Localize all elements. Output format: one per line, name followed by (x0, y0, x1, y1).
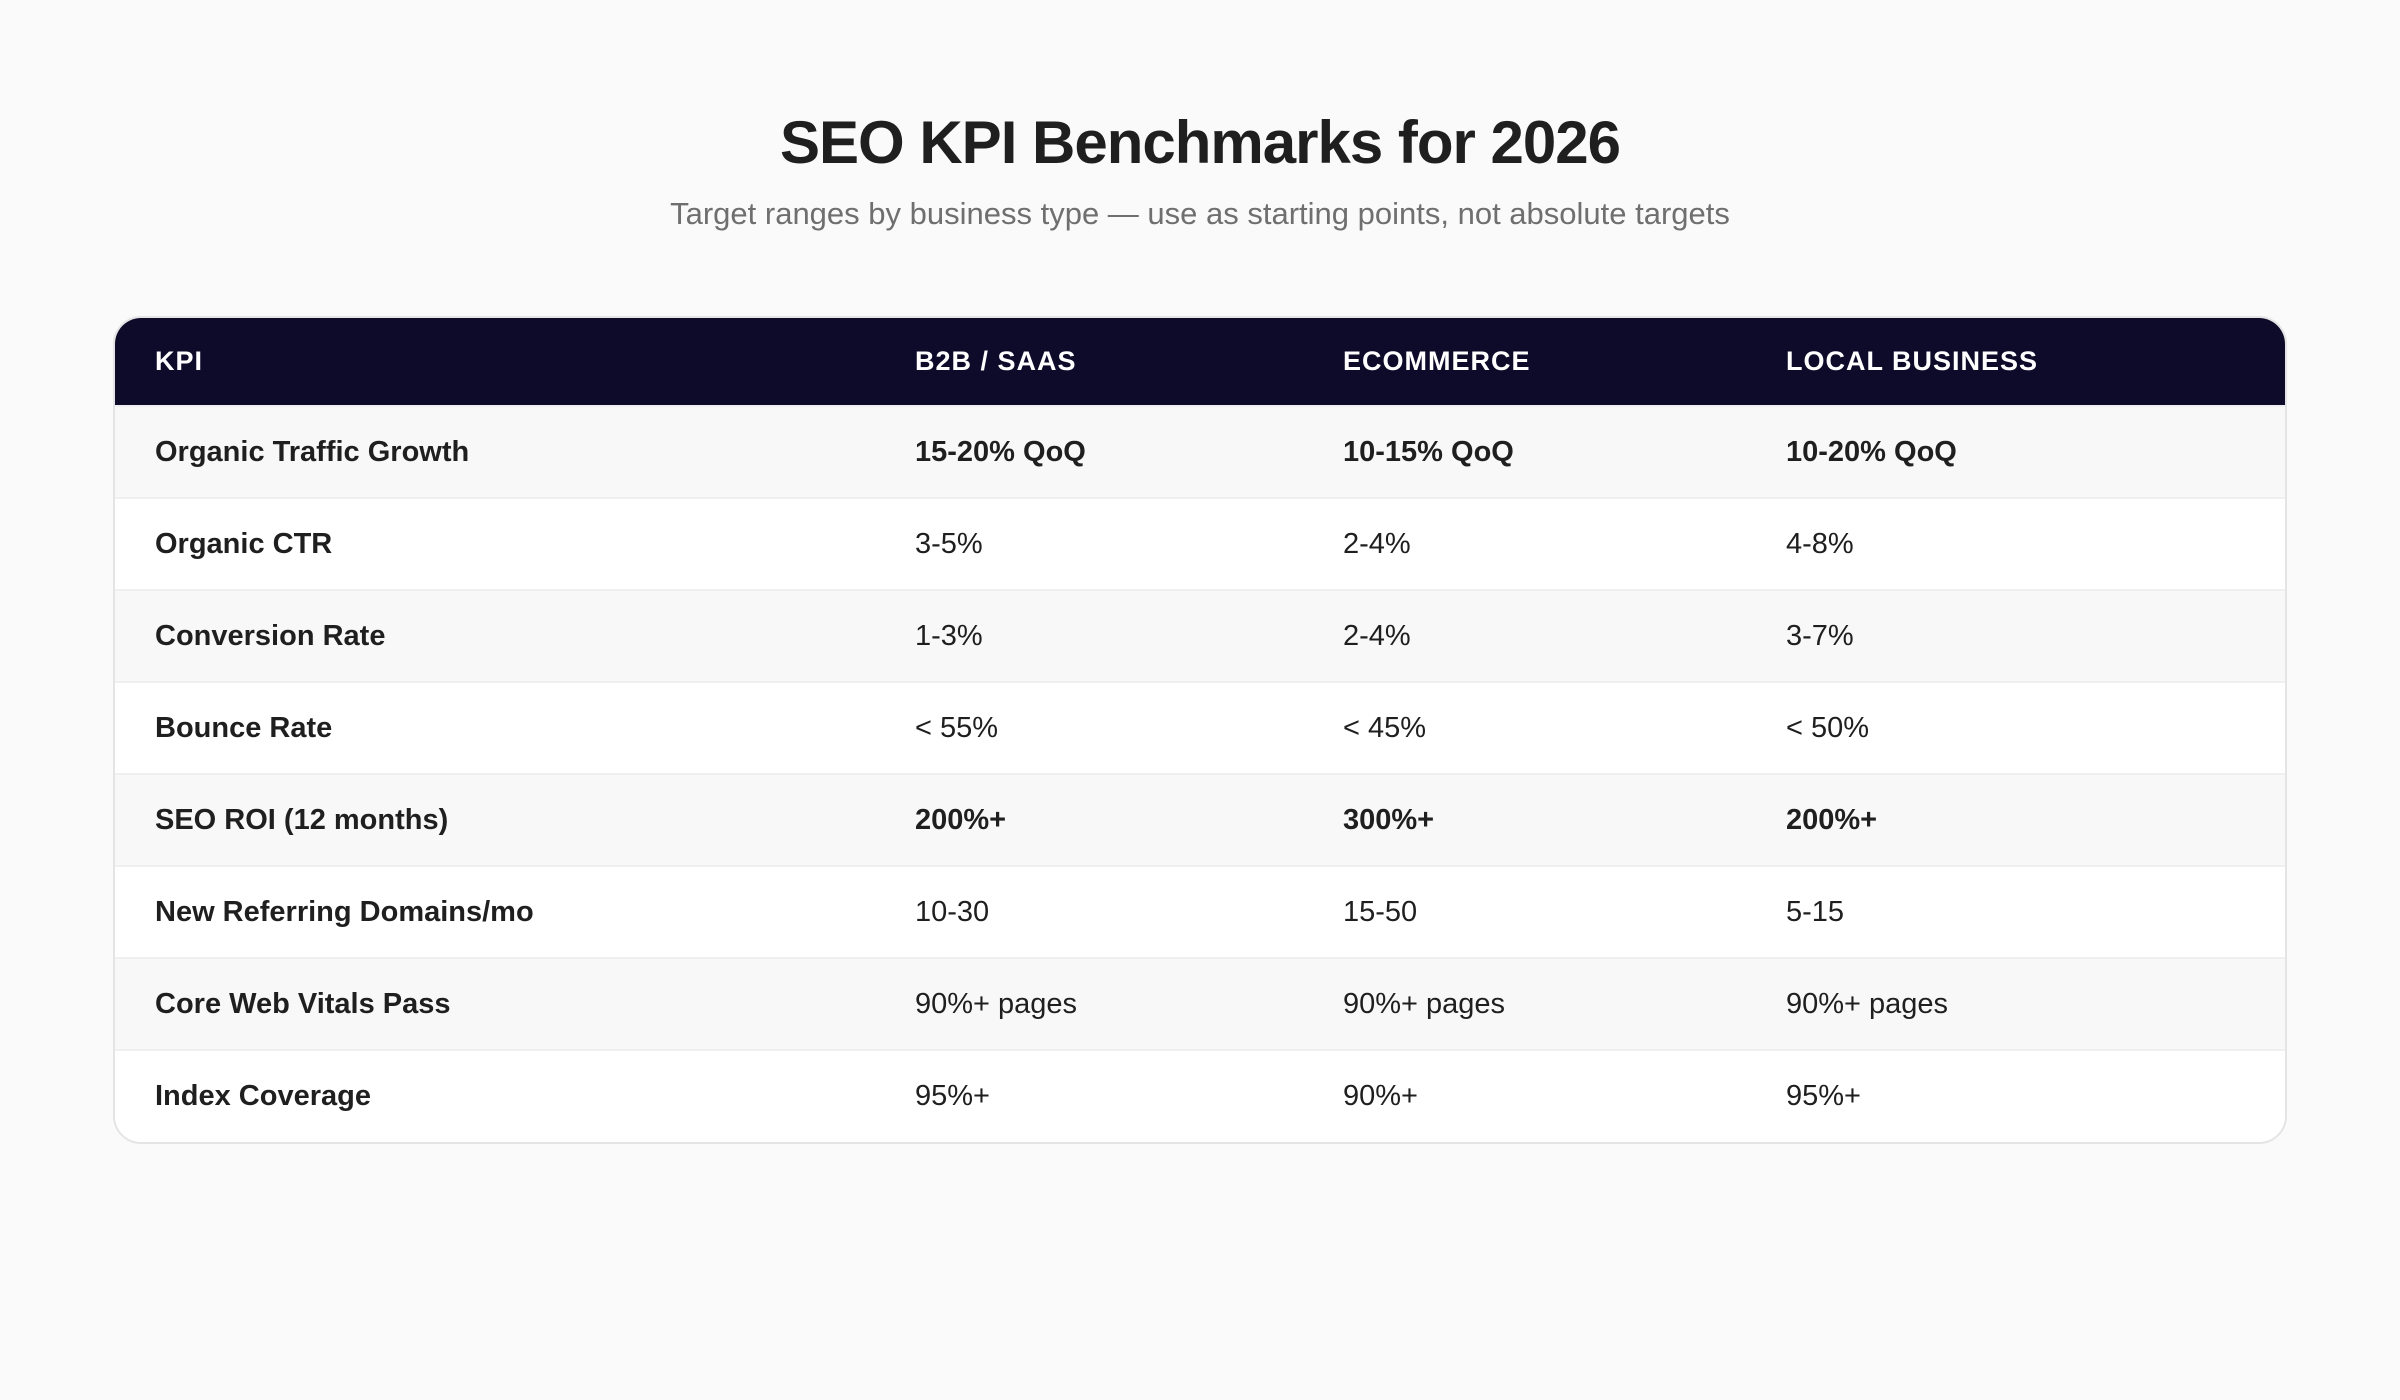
table-row: Bounce Rate < 55% < 45% < 50% (115, 682, 2285, 774)
ecommerce-cell: 15-50 (1343, 895, 1418, 928)
ecommerce-cell: 300%+ (1343, 803, 1435, 836)
local-cell: 5-15 (1786, 895, 1845, 928)
kpi-cell: Organic Traffic Growth (155, 435, 470, 468)
b2b-cell: 1-3% (915, 619, 983, 652)
ecommerce-cell: 2-4% (1343, 527, 1411, 560)
benchmark-table: KPI B2B / SaaS Ecommerce Local Business … (115, 318, 2285, 1142)
kpi-cell: Conversion Rate (155, 619, 386, 652)
kpi-cell: Index Coverage (155, 1080, 371, 1112)
table-row: New Referring Domains/mo 10-30 15-50 5-1… (115, 866, 2285, 958)
kpi-cell: New Referring Domains/mo (155, 895, 534, 928)
table-row: Index Coverage 95%+ 90%+ 95%+ (115, 1050, 2285, 1142)
local-cell: 200%+ (1786, 803, 1878, 836)
local-cell: 95%+ (1786, 1080, 1861, 1112)
b2b-cell: 95%+ (915, 1080, 990, 1112)
page-subtitle: Target ranges by business type — use as … (670, 196, 1730, 231)
column-header-local-business: Local Business (1786, 346, 2039, 376)
table-row: Conversion Rate 1-3% 2-4% 3-7% (115, 590, 2285, 682)
ecommerce-cell: 90%+ (1343, 1080, 1418, 1112)
table-row: Core Web Vitals Pass 90%+ pages 90%+ pag… (115, 958, 2285, 1050)
local-cell: 10-20% QoQ (1786, 435, 1957, 468)
table-row: Organic Traffic Growth 15-20% QoQ 10-15%… (115, 406, 2285, 498)
b2b-cell: 90%+ pages (915, 987, 1078, 1020)
local-cell: 3-7% (1786, 619, 1854, 652)
local-cell: 4-8% (1786, 527, 1854, 560)
table-row: Organic CTR 3-5% 2-4% 4-8% (115, 498, 2285, 590)
kpi-cell: SEO ROI (12 months) (155, 803, 449, 836)
ecommerce-cell: 10-15% QoQ (1343, 435, 1514, 468)
column-header-kpi: KPI (155, 346, 204, 376)
kpi-cell: Core Web Vitals Pass (155, 987, 451, 1020)
ecommerce-cell: < 45% (1343, 711, 1427, 744)
ecommerce-cell: 90%+ pages (1343, 987, 1506, 1020)
kpi-cell: Bounce Rate (155, 711, 333, 744)
b2b-cell: 10-30 (915, 895, 990, 928)
b2b-cell: 3-5% (915, 527, 983, 560)
benchmark-table-card: KPI B2B / SaaS Ecommerce Local Business … (113, 316, 2287, 1144)
local-cell: 90%+ pages (1786, 987, 1949, 1020)
table-row: SEO ROI (12 months) 200%+ 300%+ 200%+ (115, 774, 2285, 866)
b2b-cell: < 55% (915, 711, 999, 744)
column-header-b2b-saas: B2B / SaaS (915, 346, 1077, 376)
local-cell: < 50% (1786, 711, 1870, 744)
ecommerce-cell: 2-4% (1343, 619, 1411, 652)
kpi-cell: Organic CTR (155, 527, 333, 560)
b2b-cell: 15-20% QoQ (915, 435, 1086, 468)
page-title: SEO KPI Benchmarks for 2026 (779, 109, 1621, 176)
column-header-ecommerce: Ecommerce (1343, 346, 1531, 376)
b2b-cell: 200%+ (915, 803, 1007, 836)
table-header-row: KPI B2B / SaaS Ecommerce Local Business (115, 318, 2285, 406)
